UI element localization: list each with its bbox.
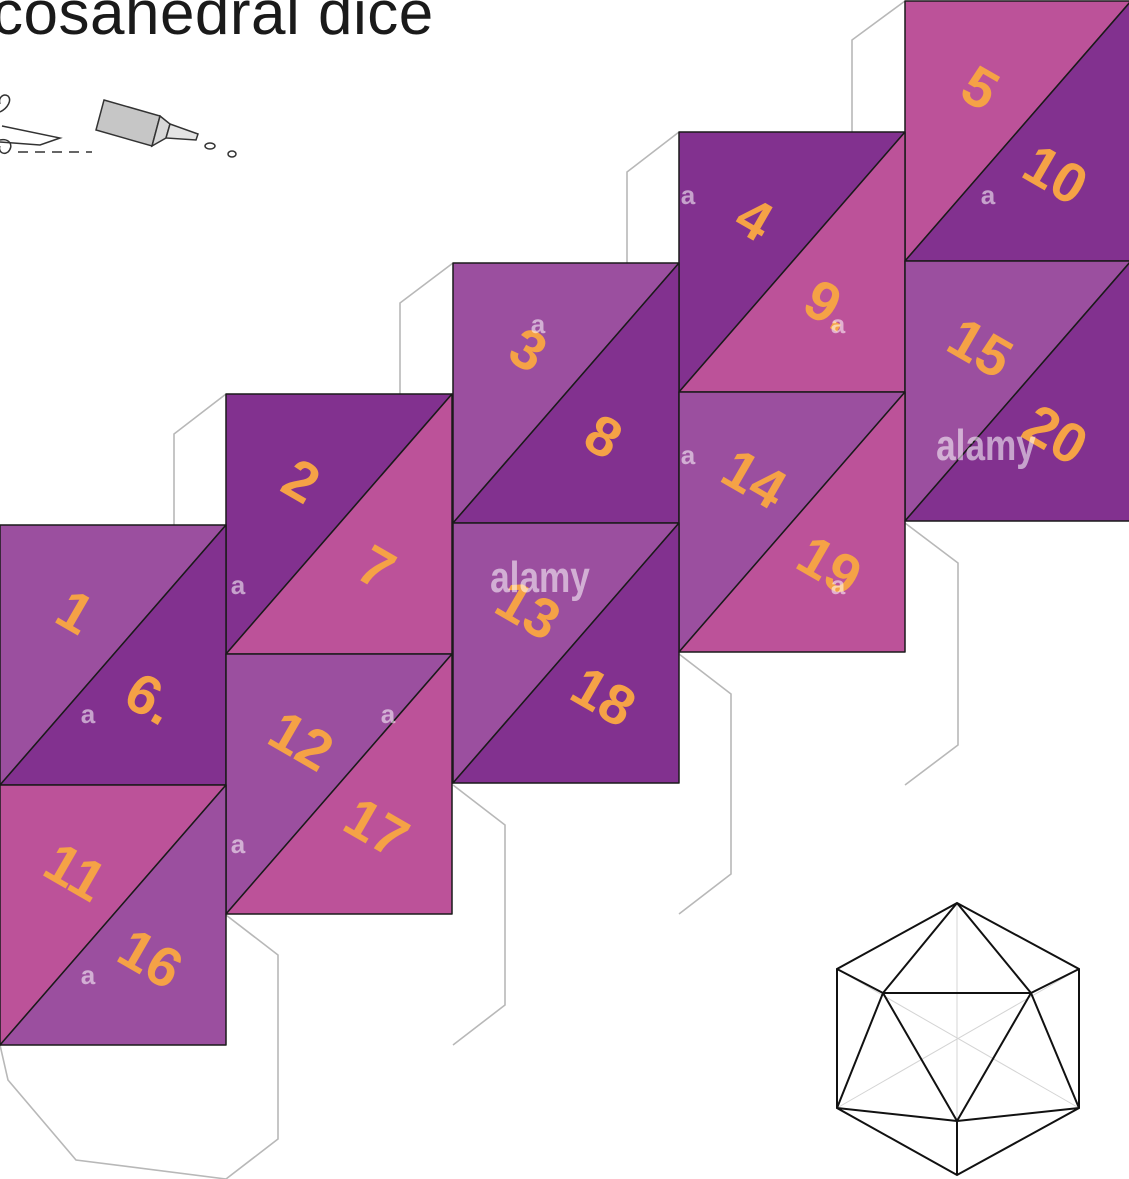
face-19 — [678, 391, 906, 653]
watermark-mark: a — [681, 440, 696, 470]
icosahedron-icon — [836, 901, 1080, 1177]
face-17 — [225, 653, 453, 915]
glue-flap — [678, 653, 732, 915]
scissors-icon — [0, 94, 63, 155]
face-16 — [0, 784, 227, 1046]
watermarks: alamy alamy a a a a a a a a a a a a — [81, 180, 1036, 990]
glue-tube-icon — [95, 99, 237, 158]
page-title: cosahedral dice — [0, 0, 434, 48]
glue-flap — [904, 522, 959, 786]
face-20 — [904, 262, 1129, 522]
watermark-mark: a — [81, 960, 96, 990]
watermark-mark: a — [981, 180, 996, 210]
watermark-mark: a — [681, 180, 696, 210]
face-18 — [452, 522, 680, 784]
watermark: alamy — [936, 421, 1036, 470]
glue-flap — [452, 784, 506, 1046]
watermark-mark: a — [531, 309, 546, 339]
net-faces — [0, 0, 1129, 1046]
watermark-mark: a — [381, 699, 396, 729]
watermark-mark: a — [381, 960, 396, 990]
watermark-mark: a — [231, 829, 246, 859]
watermark-mark: a — [231, 570, 246, 600]
watermark: alamy — [490, 553, 590, 602]
watermark-mark: a — [831, 309, 846, 339]
glue-flap — [225, 914, 279, 1179]
glue-flap — [0, 1044, 227, 1179]
watermark-mark: a — [81, 699, 96, 729]
watermark-mark: a — [831, 570, 846, 600]
